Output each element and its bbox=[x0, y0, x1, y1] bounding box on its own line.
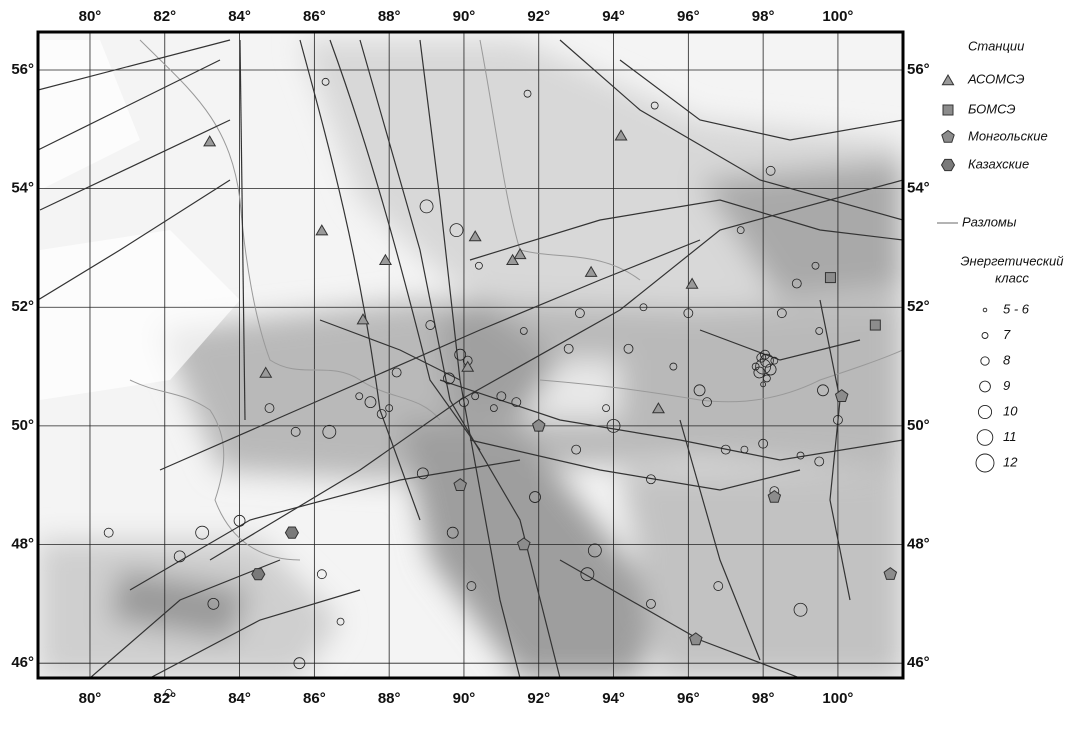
x-tick-label: 86° bbox=[303, 8, 326, 25]
legend-class-symbol bbox=[981, 357, 989, 365]
x-tick-label: 98° bbox=[752, 690, 775, 707]
x-tick-label: 86° bbox=[303, 690, 326, 707]
legend-symbol bbox=[943, 105, 953, 115]
y-tick-label: 52° bbox=[11, 298, 34, 315]
y-tick-label: 46° bbox=[11, 654, 34, 671]
legend-class-symbol bbox=[978, 405, 991, 418]
station-marker bbox=[285, 527, 298, 538]
x-tick-label: 82° bbox=[153, 8, 176, 25]
legend-class-label: 7 bbox=[1003, 327, 1011, 342]
legend-stations-title: Станции bbox=[968, 38, 1024, 53]
legend-faults: Разломы bbox=[962, 214, 1017, 229]
x-tick-label: 96° bbox=[677, 8, 700, 25]
legend-symbol bbox=[942, 159, 955, 170]
x-tick-label: 84° bbox=[228, 8, 251, 25]
legend-label: АСОМСЭ bbox=[967, 71, 1025, 86]
legend-class-label: 8 bbox=[1003, 352, 1011, 367]
legend-label: БОМСЭ bbox=[968, 101, 1016, 116]
x-tick-label: 96° bbox=[677, 690, 700, 707]
legend-label: Монгольские bbox=[968, 128, 1048, 143]
y-tick-label: 48° bbox=[11, 535, 34, 552]
x-tick-label: 80° bbox=[79, 690, 102, 707]
legend-energy-title: класс bbox=[995, 270, 1029, 285]
legend-class-label: 11 bbox=[1003, 429, 1017, 444]
legend-class-label: 10 bbox=[1003, 403, 1018, 418]
legend-symbol bbox=[942, 131, 954, 143]
station-marker bbox=[825, 273, 835, 283]
legend-class-label: 12 bbox=[1003, 454, 1018, 469]
x-tick-label: 88° bbox=[378, 8, 401, 25]
x-tick-label: 92° bbox=[527, 8, 550, 25]
x-tick-label: 92° bbox=[527, 690, 550, 707]
y-tick-label: 54° bbox=[11, 180, 34, 197]
x-tick-label: 90° bbox=[453, 690, 476, 707]
legend-energy-title: Энергетический bbox=[961, 253, 1064, 268]
x-tick-label: 82° bbox=[153, 690, 176, 707]
legend-class-symbol bbox=[977, 430, 993, 446]
y-tick-label: 54° bbox=[907, 180, 930, 197]
x-tick-label: 88° bbox=[378, 690, 401, 707]
x-tick-label: 94° bbox=[602, 690, 625, 707]
legend-class-symbol bbox=[976, 454, 994, 472]
legend-class-symbol bbox=[983, 308, 987, 312]
legend-symbol bbox=[942, 75, 953, 85]
x-tick-label: 100° bbox=[822, 690, 853, 707]
legend-class-symbol bbox=[980, 381, 991, 392]
y-tick-label: 56° bbox=[11, 61, 34, 78]
legend-class-symbol bbox=[982, 333, 988, 339]
legend-class-label: 9 bbox=[1003, 378, 1010, 393]
y-tick-label: 52° bbox=[907, 298, 930, 315]
legend-label: Казахские bbox=[968, 156, 1029, 171]
station-marker bbox=[870, 320, 880, 330]
x-tick-label: 94° bbox=[602, 8, 625, 25]
legend: Станции Разломы АСОМСЭ БОМСЭ Монгольские Ка… bbox=[937, 38, 1063, 472]
station-marker bbox=[252, 569, 265, 580]
y-tick-label: 48° bbox=[907, 535, 930, 552]
x-tick-label: 98° bbox=[752, 8, 775, 25]
legend-class-label: 5 - 6 bbox=[1003, 301, 1030, 316]
y-tick-label: 56° bbox=[907, 61, 930, 78]
x-tick-label: 80° bbox=[79, 8, 102, 25]
y-tick-label: 46° bbox=[907, 654, 930, 671]
x-tick-label: 90° bbox=[453, 8, 476, 25]
x-tick-label: 100° bbox=[822, 8, 853, 25]
terrain bbox=[38, 32, 903, 678]
y-tick-label: 50° bbox=[11, 417, 34, 434]
x-tick-label: 84° bbox=[228, 690, 251, 707]
y-tick-label: 50° bbox=[907, 417, 930, 434]
map: 80° 80° 82° 82° 84° 84° 86° 86° 88° 88° 90° 90° 92° 9… bbox=[0, 0, 1070, 730]
